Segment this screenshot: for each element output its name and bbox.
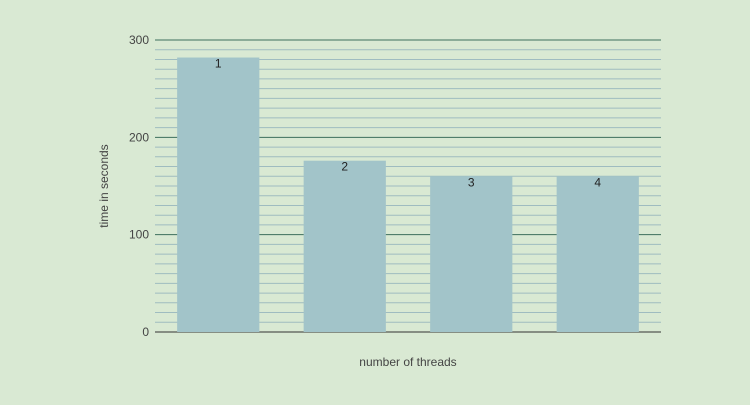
- bar-data-label: 2: [341, 160, 348, 174]
- bar-3: [430, 176, 513, 332]
- bar-2: [303, 160, 386, 332]
- bar-1: [177, 57, 260, 333]
- bar-data-label: 4: [594, 175, 601, 189]
- y-tick-label: 0: [142, 325, 149, 339]
- bar-data-labels: 1 2 3 4: [215, 57, 602, 190]
- y-axis-label: time in seconds: [97, 144, 111, 227]
- bars: [177, 57, 639, 333]
- bar-4: [556, 176, 639, 332]
- y-tick-label: 300: [129, 33, 149, 47]
- bar-data-label: 3: [468, 175, 475, 189]
- bar-data-label: 1: [215, 57, 222, 71]
- y-axis-ticks: 0 100 200 300: [129, 33, 149, 339]
- y-tick-label: 100: [129, 228, 149, 242]
- y-tick-label: 200: [129, 130, 149, 144]
- x-axis-label: number of threads: [359, 355, 456, 369]
